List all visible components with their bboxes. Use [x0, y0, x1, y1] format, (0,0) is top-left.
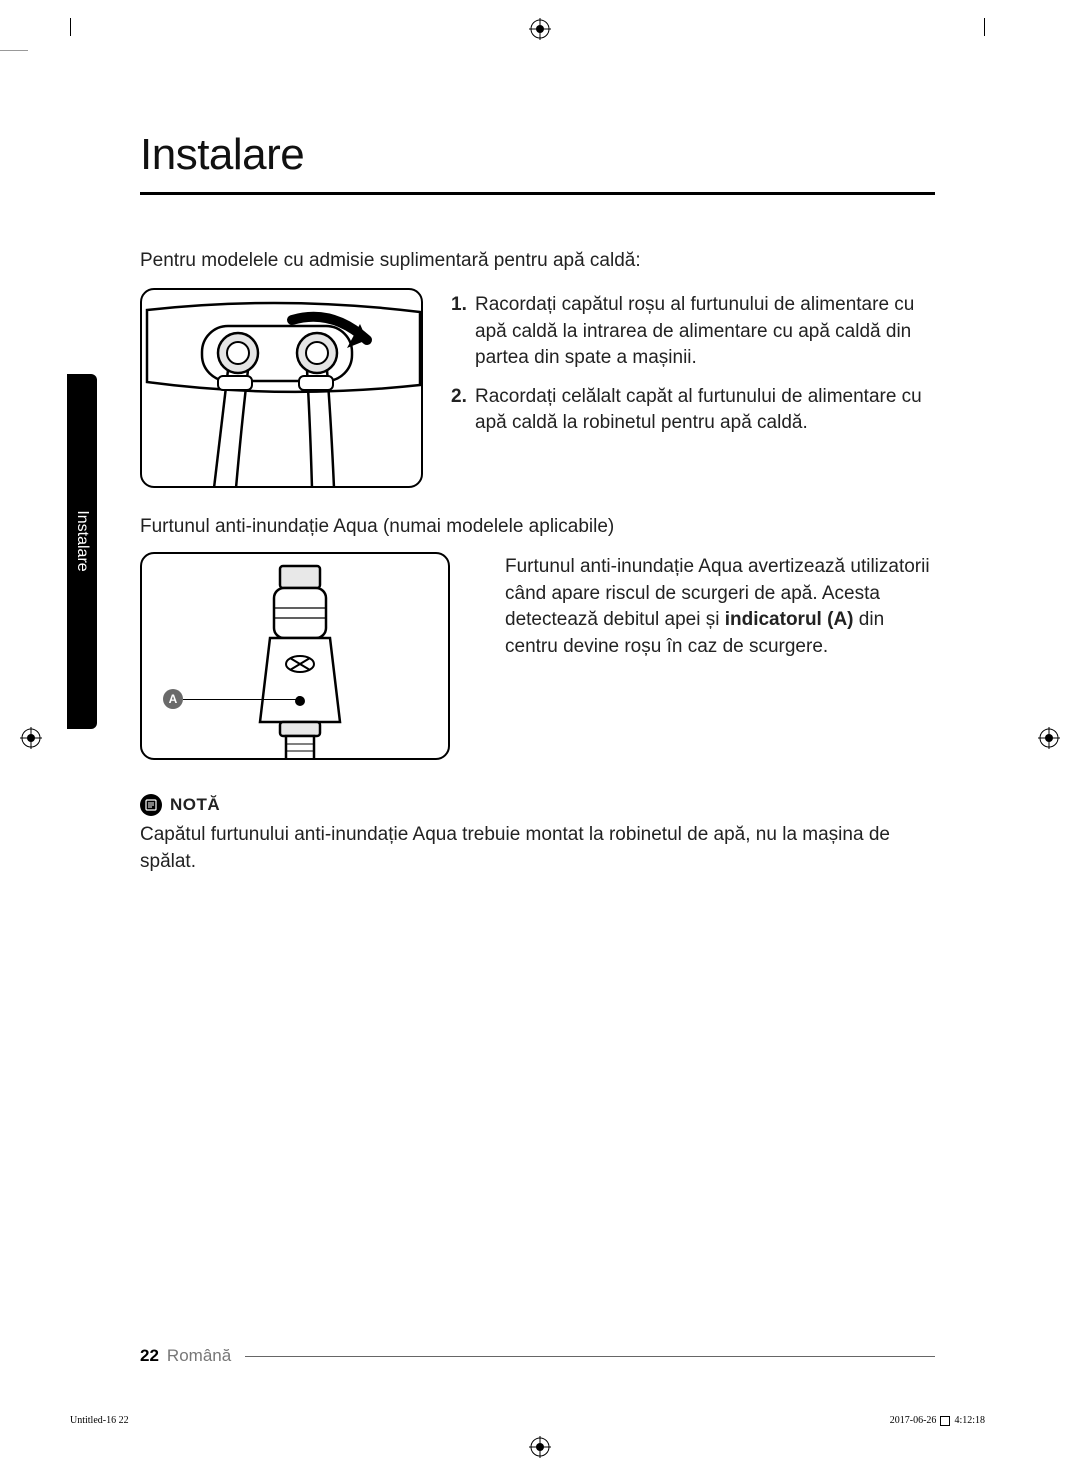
timestamp-separator-icon [940, 1416, 950, 1426]
section-aqua: A Furtunul anti-inundație Aqua avertizea… [140, 552, 935, 760]
step-item: 2. Racordați celălalt capăt al furtunulu… [451, 384, 935, 437]
aqua-description: Furtunul anti-inundație Aqua avertizează… [505, 552, 935, 760]
note-label: NOTĂ [170, 795, 220, 815]
aqua-desc-bold: indicatorul (A) [725, 609, 854, 630]
title-rule [140, 192, 935, 195]
crop-marks-top [0, 18, 1080, 38]
print-timestamp: 2017-06-26 4:12:18 [890, 1415, 985, 1426]
steps-list: 1. Racordați capătul roșu al furtunului … [451, 288, 935, 488]
callout-leader-dot [296, 696, 303, 703]
section-hotwater: 1. Racordați capătul roșu al furtunului … [140, 288, 935, 488]
registration-mark-icon [1038, 727, 1060, 749]
registration-mark-icon [529, 18, 551, 40]
step-number: 2. [451, 384, 475, 437]
figure-aqua-hose [140, 552, 450, 760]
page-title: Instalare [140, 130, 935, 180]
callout-leader-line [183, 699, 298, 700]
callout-label-a: A [163, 689, 183, 709]
step-number: 1. [451, 292, 475, 372]
registration-mark-icon [529, 1436, 551, 1458]
print-slug: Untitled-16 22 [70, 1415, 129, 1426]
page-footer: 22 Română [140, 1346, 935, 1366]
figure-hose-connection [140, 288, 423, 488]
hose-connection-illustration [142, 290, 423, 488]
step-text: Racordați celălalt capăt al furtunului d… [475, 384, 935, 437]
section-side-tab: Instalare [67, 374, 97, 729]
intro-text: Pentru modelele cu admisie suplimentară … [140, 250, 935, 272]
registration-mark-icon [20, 727, 42, 749]
side-tab-label: Instalare [73, 510, 91, 571]
note-header: NOTĂ [140, 794, 935, 816]
note-icon [140, 794, 162, 816]
page-language: Română [167, 1346, 231, 1366]
note-text: Capătul furtunului anti-inundație Aqua t… [140, 822, 935, 875]
timestamp-date: 2017-06-26 [890, 1415, 937, 1426]
timestamp-time: 4:12:18 [954, 1415, 985, 1426]
subheading: Furtunul anti-inundație Aqua (numai mode… [140, 516, 935, 538]
step-item: 1. Racordați capătul roșu al furtunului … [451, 292, 935, 372]
footer-rule [245, 1356, 935, 1357]
step-text: Racordați capătul roșu al furtunului de … [475, 292, 935, 372]
page-number: 22 [140, 1346, 159, 1366]
aqua-hose-illustration [142, 554, 450, 760]
page-content: Instalare Pentru modelele cu admisie sup… [140, 130, 935, 1336]
crop-hairline [0, 50, 28, 51]
